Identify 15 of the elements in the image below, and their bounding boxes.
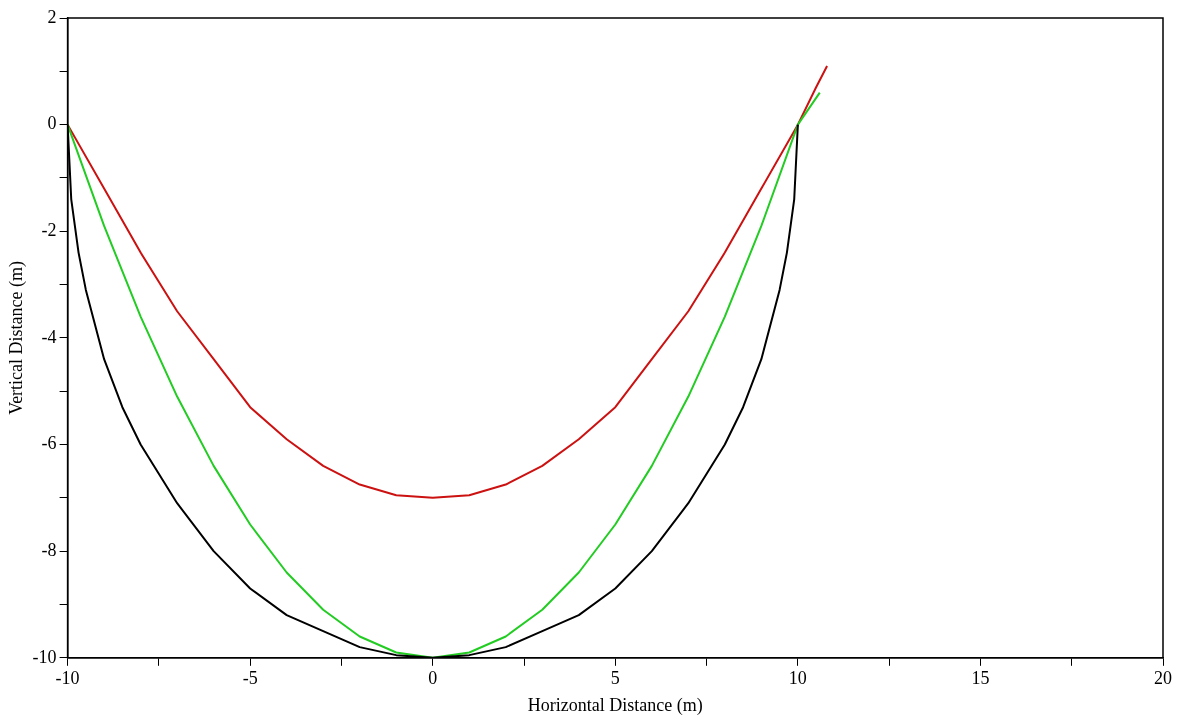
y-tick-label: -10 [32,646,57,667]
y-axis-title: Vertical Distance (m) [5,260,27,415]
x-tick-label: 10 [788,668,807,689]
y-tick-label: -6 [41,433,57,454]
y-tick-label: -4 [41,326,57,347]
x-tick-label: 5 [610,668,620,689]
y-tick-label: -2 [41,220,57,240]
x-tick-label: 0 [428,668,438,689]
y-tick-label: 2 [47,6,57,27]
x-tick-label: -5 [242,668,258,689]
y-tick-label: -8 [41,539,57,560]
x-axis-title: Horizontal Distance (m) [527,694,703,716]
y-tick-label: 0 [47,113,57,134]
x-tick-label: 15 [971,668,990,689]
x-tick-label: 20 [1154,668,1172,689]
